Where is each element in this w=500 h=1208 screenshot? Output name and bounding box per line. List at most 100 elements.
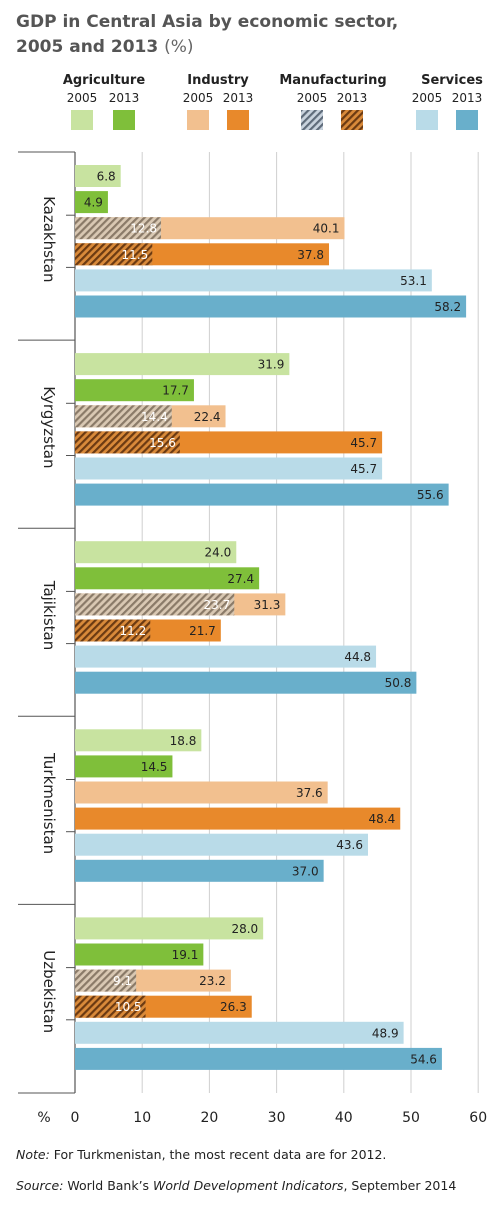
bar-kyrgyzstan-agriculture-2013	[75, 379, 194, 402]
legend-swatch-industry-2005	[187, 110, 209, 130]
bar-uzbekistan-services-2005	[75, 1021, 404, 1044]
label-uzbekistan-industry-2005: 23.2	[199, 974, 226, 988]
source-text-1: World Bank’s	[63, 1178, 154, 1193]
bar-turkmenistan-services-2013	[75, 859, 324, 882]
label-kyrgyzstan-industry-2013: 45.7	[350, 436, 377, 450]
label-uzbekistan-manufacturing-2005: 9.1	[113, 974, 132, 988]
label-tajikistan-manufacturing-2013: 11.2	[120, 624, 147, 638]
country-label-uzbekistan: Uzbekistan	[40, 950, 58, 1033]
source: Source: World Bank’s World Development I…	[16, 1178, 456, 1193]
label-tajikistan-services-2005: 44.8	[344, 650, 371, 664]
legend-swatch-agriculture-2013	[113, 110, 135, 130]
label-kazakhstan-agriculture-2005: 6.8	[97, 170, 116, 184]
label-uzbekistan-agriculture-2013: 19.1	[172, 948, 199, 962]
legend-swatch-manufacturing-2013	[341, 110, 363, 130]
label-uzbekistan-industry-2013: 26.3	[220, 1000, 247, 1014]
label-kyrgyzstan-agriculture-2013: 17.7	[162, 384, 189, 398]
bar-turkmenistan-services-2005	[75, 833, 368, 856]
bar-kazakhstan-manufacturing-2013	[75, 243, 153, 266]
title-line-1: GDP in Central Asia by economic sector,	[16, 12, 399, 32]
chart-title: GDP in Central Asia by economic sector, …	[16, 10, 486, 60]
legend-year-2013: 2013	[223, 91, 254, 105]
country-label-turkmenistan: Turkmenistan	[40, 752, 58, 854]
label-tajikistan-industry-2013: 21.7	[189, 624, 216, 638]
source-italic: World Development Indicators	[153, 1178, 344, 1193]
label-turkmenistan-services-2013: 37.0	[292, 864, 319, 878]
label-kyrgyzstan-manufacturing-2005: 14.4	[141, 410, 168, 424]
bar-kyrgyzstan-services-2013	[75, 483, 449, 506]
bar-kyrgyzstan-manufacturing-2005	[75, 405, 172, 428]
label-turkmenistan-industry-2005: 37.6	[296, 786, 323, 800]
legend-title-agriculture: Agriculture	[63, 73, 146, 88]
x-axis: Kazakhstan Kyrgyzstan Tajikistan Turkmenist…	[18, 151, 487, 1126]
label-kyrgyzstan-industry-2005: 22.4	[194, 410, 221, 424]
bar-tajikistan-services-2005	[75, 645, 377, 668]
legend-swatch-agriculture-2005	[71, 110, 93, 130]
legend-swatch-manufacturing-2005	[301, 110, 323, 130]
label-turkmenistan-services-2005: 43.6	[336, 838, 363, 852]
bar-uzbekistan-manufacturing-2005	[75, 969, 137, 992]
bar-tajikistan-agriculture-2013	[75, 567, 260, 590]
bar-kazakhstan-manufacturing-2005	[75, 217, 162, 240]
label-uzbekistan-manufacturing-2013: 10.5	[115, 1000, 142, 1014]
label-turkmenistan-agriculture-2005: 18.8	[170, 734, 197, 748]
bar-kazakhstan-agriculture-2013	[75, 191, 108, 214]
bar-kyrgyzstan-agriculture-2005	[75, 353, 290, 376]
source-label: Source:	[16, 1178, 64, 1193]
bar-uzbekistan-manufacturing-2013	[75, 995, 146, 1018]
title-line-2: 2005 and 2013	[16, 37, 159, 57]
label-kazakhstan-manufacturing-2013: 11.5	[122, 248, 149, 262]
label-kazakhstan-services-2013: 58.2	[434, 300, 461, 314]
label-kyrgyzstan-services-2005: 45.7	[350, 462, 377, 476]
legend-title-industry: Industry	[187, 73, 249, 88]
note: Note: For Turkmenistan, the most recent …	[16, 1147, 386, 1162]
legend-year-2013: 2013	[109, 91, 140, 105]
x-tick-label-50: 50	[402, 1110, 420, 1126]
label-tajikistan-agriculture-2013: 27.4	[227, 572, 254, 586]
country-label-tajikistan: Tajikistan	[40, 580, 58, 650]
legend-swatch-industry-2013	[227, 110, 249, 130]
bar-turkmenistan-industry-2005	[75, 781, 328, 804]
label-kazakhstan-services-2005: 53.1	[400, 274, 427, 288]
legend: Agriculture 2005 2013 Industry 2005 2013 Manuf…	[63, 73, 483, 130]
legend-year-2005: 2005	[183, 91, 214, 105]
x-tick-label-0: 0	[71, 1110, 80, 1126]
legend-year-2005: 2005	[412, 91, 443, 105]
bar-turkmenistan-industry-2013	[75, 807, 401, 830]
bar-tajikistan-manufacturing-2005	[75, 593, 235, 616]
bars: 6.8 4.9 12.8 40.1 11.5 37.8 53.1 58.2 31.9 17.7 14…	[75, 165, 467, 1070]
label-kazakhstan-manufacturing-2005: 12.8	[130, 222, 157, 236]
bar-tajikistan-agriculture-2005	[75, 541, 237, 564]
label-kazakhstan-agriculture-2013: 4.9	[84, 196, 103, 210]
note-text: For Turkmenistan, the most recent data a…	[49, 1147, 387, 1162]
bar-uzbekistan-agriculture-2013	[75, 943, 204, 966]
legend-swatch-services-2013	[456, 110, 478, 130]
country-label-kyrgyzstan: Kyrgyzstan	[40, 386, 58, 468]
label-uzbekistan-services-2013: 54.6	[410, 1052, 437, 1066]
bar-kyrgyzstan-services-2005	[75, 457, 383, 480]
bar-tajikistan-services-2013	[75, 671, 417, 694]
legend-swatch-services-2005	[416, 110, 438, 130]
bar-kyrgyzstan-manufacturing-2013	[75, 431, 180, 454]
legend-year-2013: 2013	[337, 91, 368, 105]
legend-year-2005: 2005	[67, 91, 98, 105]
legend-year-2013: 2013	[452, 91, 483, 105]
bar-turkmenistan-agriculture-2005	[75, 729, 202, 752]
x-tick-label-60: 60	[469, 1110, 487, 1126]
source-text-2: , September 2014	[343, 1178, 457, 1193]
bar-turkmenistan-agriculture-2013	[75, 755, 173, 778]
country-label-kazakhstan: Kazakhstan	[40, 196, 58, 282]
bar-uzbekistan-agriculture-2005	[75, 917, 264, 940]
bar-kazakhstan-services-2013	[75, 295, 467, 318]
x-tick-label-40: 40	[335, 1110, 353, 1126]
label-turkmenistan-industry-2013: 48.4	[369, 812, 396, 826]
label-tajikistan-agriculture-2005: 24.0	[205, 546, 232, 560]
x-axis-unit-label: %	[37, 1110, 50, 1126]
label-uzbekistan-agriculture-2005: 28.0	[231, 922, 258, 936]
legend-title-manufacturing: Manufacturing	[279, 73, 386, 88]
label-tajikistan-manufacturing-2005: 23.7	[204, 598, 231, 612]
label-tajikistan-services-2013: 50.8	[385, 676, 412, 690]
x-tick-label-30: 30	[268, 1110, 286, 1126]
x-tick-label-10: 10	[133, 1110, 151, 1126]
label-uzbekistan-services-2005: 48.9	[372, 1026, 399, 1040]
